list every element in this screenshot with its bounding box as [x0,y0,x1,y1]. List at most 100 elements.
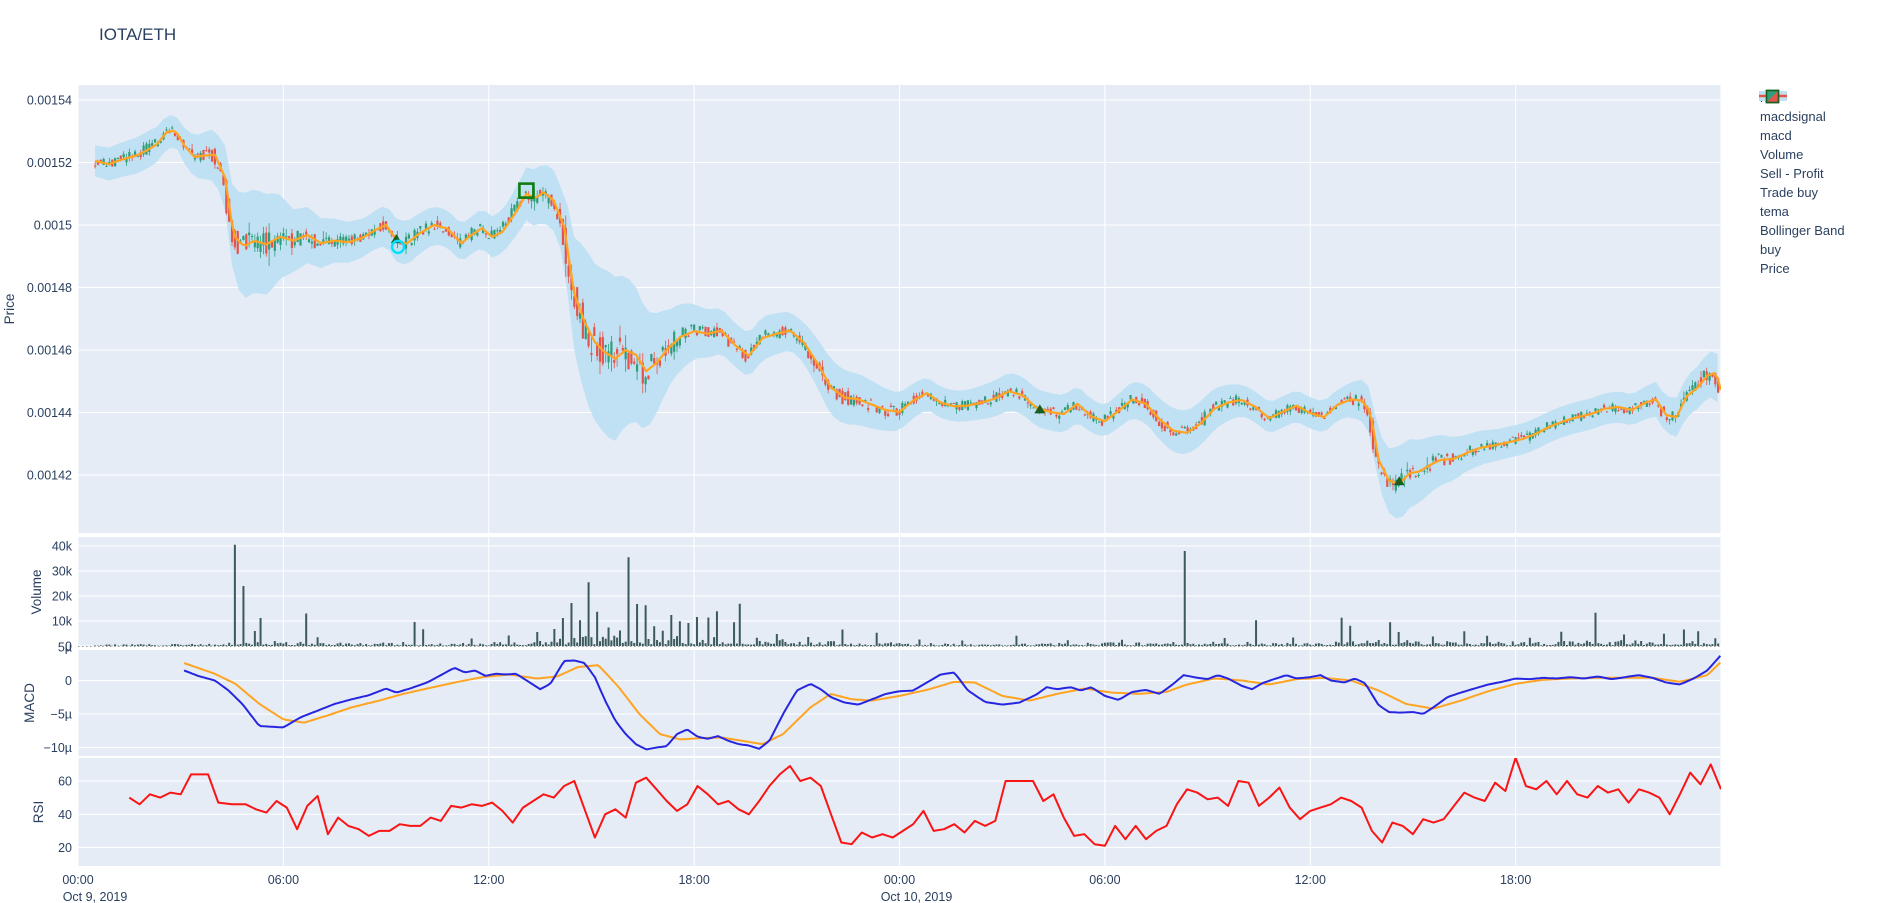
candle-body [693,324,696,332]
volume-axis-title: Volume [29,569,44,614]
candle-body [339,236,342,242]
legend-item-bollinger-band[interactable]: Bollinger Band [1756,91,1845,240]
candle-body [1286,405,1289,412]
volume-bar [1717,643,1720,646]
candle-body [333,240,336,247]
volume-bar [889,642,892,646]
volume-bar [1229,645,1232,646]
candle-body [159,140,162,143]
candle-body [1411,467,1415,469]
volume-bar [1354,644,1357,646]
candle-body [513,204,516,211]
volume-bar [1200,645,1203,646]
candle-body [1106,415,1109,420]
candle-body [627,352,630,370]
volume-bar [924,644,927,646]
volume-bar [265,643,268,646]
volume-bar [216,645,219,646]
candle-body [764,330,767,335]
volume-bar [995,644,998,646]
volume-bar [1026,645,1029,646]
volume-bar [436,644,439,646]
candle-body [772,332,776,334]
candle-body [1443,458,1446,466]
volume-bar [1594,612,1597,646]
candle-body [1132,399,1135,404]
legend-item-macdsignal[interactable]: macdsignal [1756,94,1845,126]
candle-body [1294,406,1298,411]
volume-bar [1654,644,1657,646]
volume-bar [1260,643,1263,646]
volume-bar [1081,645,1084,646]
candle-body [607,351,610,363]
candle-body [704,326,707,337]
volume-bar [1377,640,1380,646]
candle-body [881,406,884,408]
candle-body [173,133,177,136]
candle-body [222,175,225,186]
candle-body [661,347,664,351]
candle-body [564,227,567,264]
volume-bar [1115,644,1118,646]
candle-body [613,359,616,363]
volume-bar [1058,642,1061,646]
candle-body [136,156,140,158]
bollinger-band-area [95,115,1718,519]
volume-bar [533,642,536,646]
legend-item-trade-buy[interactable]: Trade buy [1756,89,1845,202]
legend-item-buy[interactable]: buy [1756,91,1845,259]
x-tick-label: 18:00 [678,873,709,887]
volume-bar [444,645,447,646]
price-tick-label: 0.00146 [27,344,72,358]
volume-bar [687,623,690,646]
volume-bar [1397,632,1400,646]
volume-bar [992,644,995,646]
volume-bar [790,643,793,646]
candle-body [442,231,445,233]
volume-bar [1600,643,1603,646]
volume-bar [1471,645,1474,646]
candle-body [1417,474,1420,477]
legend-item-sell-profit[interactable]: Sell - Profit [1756,89,1845,183]
volume-bar [250,644,253,646]
volume-bar [1548,644,1551,646]
legend-item-macd[interactable]: macd [1756,94,1845,145]
candle-body [133,151,137,156]
volume-bar [248,643,251,646]
candle-body [1431,456,1435,461]
volume-bar [424,645,427,646]
volume-bar [365,644,368,646]
volume-bar [1217,643,1220,646]
candle-body [1309,409,1312,413]
volume-bar [1192,643,1195,646]
volume-bar [710,644,713,646]
volume-bar [938,645,941,646]
candle-body [553,201,556,209]
volume-bar [325,645,328,646]
x-date-label: Oct 9, 2019 [63,890,128,903]
candle-body [282,233,285,237]
candle-body [407,234,410,239]
volume-bar [1280,644,1283,646]
volume-bar [581,636,584,646]
candle-body [875,407,878,413]
volume-bar [1006,645,1009,646]
candle-body [422,231,425,235]
volume-bar [504,644,507,646]
volume-bar [958,645,961,646]
legend-item-volume[interactable]: Volume [1756,90,1845,164]
candle-body [190,149,194,154]
candle-body [1100,419,1104,426]
volume-bar [165,645,168,646]
volume-bar [125,644,128,646]
legend-item-price[interactable]: Price [1756,89,1845,278]
candle-body [735,348,739,350]
legend-item-tema[interactable]: tema [1756,94,1845,221]
volume-bar [453,643,456,646]
candle-body [128,151,131,157]
candle-body [747,355,750,359]
volume-bar [1700,645,1703,646]
macd-subplot [183,655,1721,751]
volume-bar [1468,644,1471,646]
volume-bar [998,644,1001,646]
